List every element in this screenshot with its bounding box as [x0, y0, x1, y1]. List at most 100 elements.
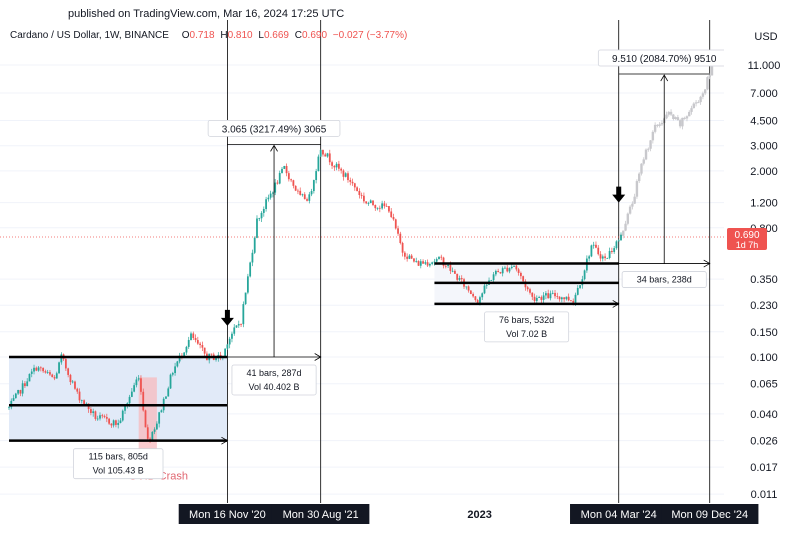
- candle-body: [560, 297, 563, 300]
- candle-body: [588, 256, 591, 259]
- candle-body: [326, 153, 329, 157]
- candle-body: [64, 359, 67, 369]
- bar-countdown: 1d 7h: [736, 240, 759, 250]
- candle-body: [317, 156, 320, 172]
- price-axis[interactable]: 11.0007.0004.5003.0002.0001.2000.8000.35…: [724, 22, 800, 510]
- price-tick-label: 0.150: [750, 327, 778, 339]
- measure-volume-label: Vol 40.402 B: [249, 382, 300, 392]
- candle-body: [115, 420, 117, 425]
- candle-body: [231, 333, 233, 339]
- candle-body: [299, 190, 302, 195]
- candle-body: [60, 354, 63, 363]
- candle-body: [319, 149, 322, 157]
- candle-body: [542, 295, 545, 300]
- measure-arrow-head: [270, 144, 278, 152]
- candle-body: [385, 206, 388, 207]
- candle-body: [442, 257, 445, 266]
- candle-body: [285, 165, 288, 174]
- projection-body: [703, 89, 707, 94]
- candle-body: [610, 251, 613, 252]
- candle-body: [262, 208, 265, 213]
- candle-body: [203, 347, 206, 354]
- candle-body: [444, 265, 447, 267]
- high-value: 0.810: [228, 30, 253, 41]
- candle-body: [44, 371, 47, 373]
- currency-label[interactable]: USD: [754, 31, 777, 43]
- candle-body: [592, 244, 595, 246]
- candle-body: [137, 378, 140, 380]
- projection-body: [658, 124, 661, 126]
- projection-body: [642, 159, 645, 164]
- projection-body: [660, 122, 664, 125]
- candle-body: [39, 367, 42, 369]
- measure-bars-label: 41 bars, 287d: [247, 368, 302, 378]
- projection-body: [708, 75, 711, 78]
- candle-body: [233, 327, 236, 334]
- projection-body: [710, 66, 714, 76]
- candle-body: [422, 261, 424, 264]
- projection-body: [701, 93, 705, 97]
- candle-body: [90, 409, 92, 414]
- candle-body: [55, 373, 58, 379]
- candle-body: [297, 190, 299, 192]
- candle-body: [431, 262, 434, 265]
- candle-body: [78, 391, 81, 401]
- measurements-layer: 3.065 (3217.49%) 3065 9.510 (2084.70%) 95…: [9, 49, 731, 480]
- projection-body: [647, 148, 650, 150]
- candle-body: [467, 286, 470, 291]
- projection-body: [637, 173, 641, 182]
- candle-body: [155, 423, 158, 430]
- projection-body: [640, 163, 643, 174]
- candle-body: [242, 304, 245, 325]
- candle-body: [333, 165, 336, 168]
- candle-body: [167, 388, 170, 397]
- candle-body: [249, 262, 252, 277]
- measure-date-arrow: [612, 300, 620, 308]
- candle-body: [76, 388, 79, 392]
- candle-body: [392, 217, 395, 220]
- candle-body: [146, 427, 149, 439]
- open-value: 0.718: [190, 30, 215, 41]
- price-tick-label: 0.026: [750, 436, 778, 448]
- candle-body: [549, 293, 552, 299]
- candle-body: [538, 297, 540, 298]
- candle-body: [158, 412, 161, 424]
- projection-layer: [619, 65, 714, 239]
- candle-body: [381, 203, 384, 209]
- candle-body: [456, 273, 459, 280]
- candle-body: [267, 197, 270, 200]
- time-crosshair-label-bg: [271, 504, 370, 524]
- candle-body: [287, 173, 290, 180]
- candle-body: [315, 171, 318, 181]
- measure-volume-label: Vol 7.02 B: [506, 329, 547, 339]
- candle-body: [26, 381, 29, 387]
- candle-body: [485, 284, 488, 286]
- candle-body: [426, 262, 429, 266]
- candle-body: [447, 264, 449, 267]
- candle-body: [69, 374, 72, 383]
- projection-body: [628, 206, 632, 214]
- time-axis[interactable]: Mon 16 Nov '20 Mon 30 Aug '21 2 2023 Mon 04 …: [170, 503, 759, 525]
- time-crosshair-label: Mon 09 Dec '24: [671, 509, 748, 521]
- symbol-title[interactable]: Cardano / US Dollar, 1W, BINANCE: [10, 30, 169, 41]
- candle-body: [572, 300, 575, 303]
- candle-body: [276, 182, 279, 184]
- candle-body: [597, 247, 600, 255]
- candle-body: [424, 262, 427, 264]
- measure-info-box: [621, 271, 707, 288]
- price-tick-label: 0.017: [750, 462, 778, 474]
- candle-body: [269, 193, 272, 198]
- candle-body: [140, 378, 142, 392]
- candle-body: [92, 411, 95, 414]
- candle-body: [201, 344, 204, 348]
- candle-body: [99, 415, 101, 419]
- measure-volume-label: Vol 105.43 B: [93, 466, 144, 476]
- candle-body: [358, 190, 361, 195]
- candle-body: [165, 396, 167, 399]
- close-value: 0.690: [302, 30, 327, 41]
- candle-body: [363, 195, 365, 202]
- projection-body: [622, 230, 625, 236]
- ohlc-legend: Cardano / US Dollar, 1W, BINANCE O0.718 …: [10, 30, 407, 41]
- candle-body: [149, 438, 151, 440]
